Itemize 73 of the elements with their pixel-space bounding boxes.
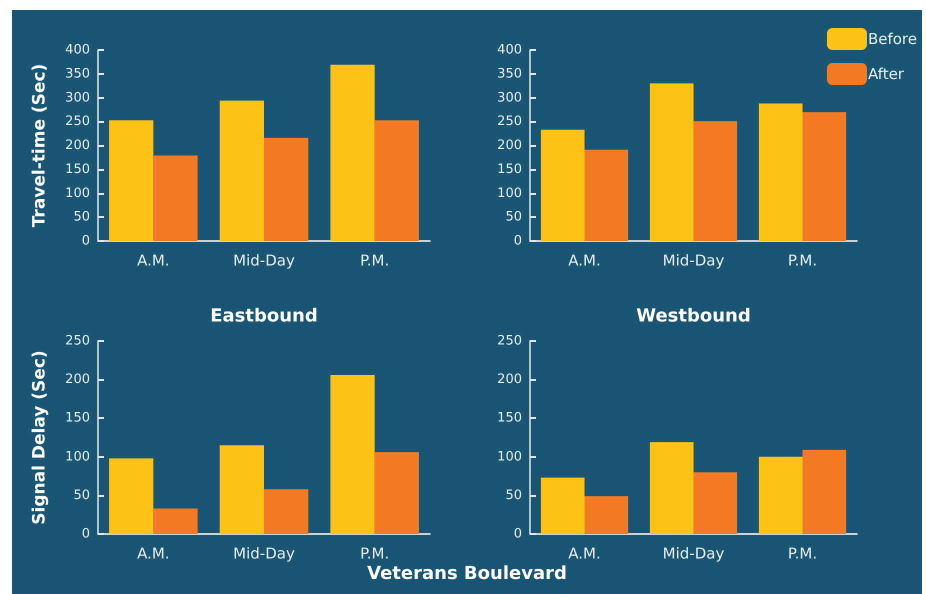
- bar: [584, 150, 628, 241]
- y-tick-label: 0: [82, 234, 90, 248]
- bar: [153, 508, 198, 534]
- bar: [264, 489, 308, 534]
- y-axis-title: Travel-time (Sec): [30, 64, 50, 228]
- bar: [264, 138, 308, 241]
- bar: [330, 374, 375, 534]
- y-tick-label: 400: [497, 42, 522, 58]
- y-tick-label: 50: [505, 210, 522, 225]
- y-tick-label: 300: [497, 90, 522, 106]
- bar: [374, 452, 419, 534]
- bar: [650, 442, 694, 534]
- y-tick-label: 150: [497, 410, 522, 426]
- bar: [758, 456, 802, 534]
- y-tick-label: 0: [514, 526, 522, 542]
- y-tick-label: 200: [497, 372, 522, 388]
- bar: [694, 472, 738, 534]
- y-tick-label: 50: [73, 488, 90, 503]
- y-tick-label: 150: [497, 162, 522, 177]
- bar: [540, 130, 584, 241]
- x-tick-label: P.M.: [788, 544, 818, 562]
- y-tick-label: 100: [497, 449, 522, 464]
- y-tick-label: 350: [65, 66, 90, 82]
- bar: [330, 64, 375, 241]
- y-tick-label: 150: [65, 410, 90, 426]
- y-tick-label: 250: [497, 334, 522, 348]
- y-tick-label: 0: [82, 526, 90, 542]
- x-tick-label: Mid-Day: [662, 252, 724, 270]
- y-axis-title: Signal Delay (Sec): [30, 350, 50, 525]
- y-tick-label: 300: [65, 90, 90, 106]
- x-tick-label: A.M.: [137, 544, 170, 562]
- y-tick-label: 350: [497, 66, 522, 82]
- bar: [650, 83, 694, 241]
- x-tick-label: Mid-Day: [662, 544, 724, 562]
- y-tick-label: 50: [73, 210, 90, 225]
- y-tick-label: 200: [65, 372, 90, 388]
- bar: [540, 478, 584, 534]
- y-tick-label: 50: [505, 488, 522, 503]
- x-tick-label: A.M.: [137, 252, 170, 270]
- bar: [220, 445, 264, 534]
- y-tick-label: 200: [497, 138, 522, 153]
- y-tick-label: 250: [497, 114, 522, 130]
- x-axis-title: Veterans Boulevard: [366, 563, 568, 584]
- x-tick-label: Mid-Day: [233, 252, 295, 270]
- y-tick-label: 400: [65, 42, 90, 58]
- bar: [802, 450, 846, 534]
- y-tick-label: 250: [65, 114, 90, 130]
- x-tick-label: A.M.: [568, 544, 601, 562]
- y-tick-label: 150: [65, 162, 90, 177]
- bar: [374, 120, 419, 241]
- bar: [758, 103, 802, 241]
- y-tick-label: 100: [65, 449, 90, 464]
- x-tick-label: A.M.: [568, 252, 601, 270]
- y-tick-label: 0: [514, 234, 522, 248]
- bar: [584, 496, 628, 534]
- legend-label: After: [868, 65, 905, 83]
- bar: [220, 100, 264, 241]
- bar: [694, 121, 738, 241]
- x-axis-title: Westbound: [636, 306, 751, 326]
- bar: [109, 458, 154, 534]
- y-tick-label: 100: [497, 186, 522, 201]
- bar: [802, 112, 846, 241]
- x-axis-title: Eastbound: [210, 306, 318, 326]
- bar: [109, 120, 154, 241]
- y-tick-label: 250: [65, 334, 90, 348]
- y-tick-label: 100: [65, 186, 90, 201]
- x-tick-label: P.M.: [360, 544, 390, 562]
- x-tick-label: P.M.: [788, 252, 818, 270]
- y-tick-label: 200: [65, 138, 90, 153]
- x-tick-label: P.M.: [360, 252, 390, 270]
- bar: [153, 156, 198, 241]
- x-tick-label: Mid-Day: [233, 544, 295, 562]
- legend-label: Before: [868, 30, 918, 48]
